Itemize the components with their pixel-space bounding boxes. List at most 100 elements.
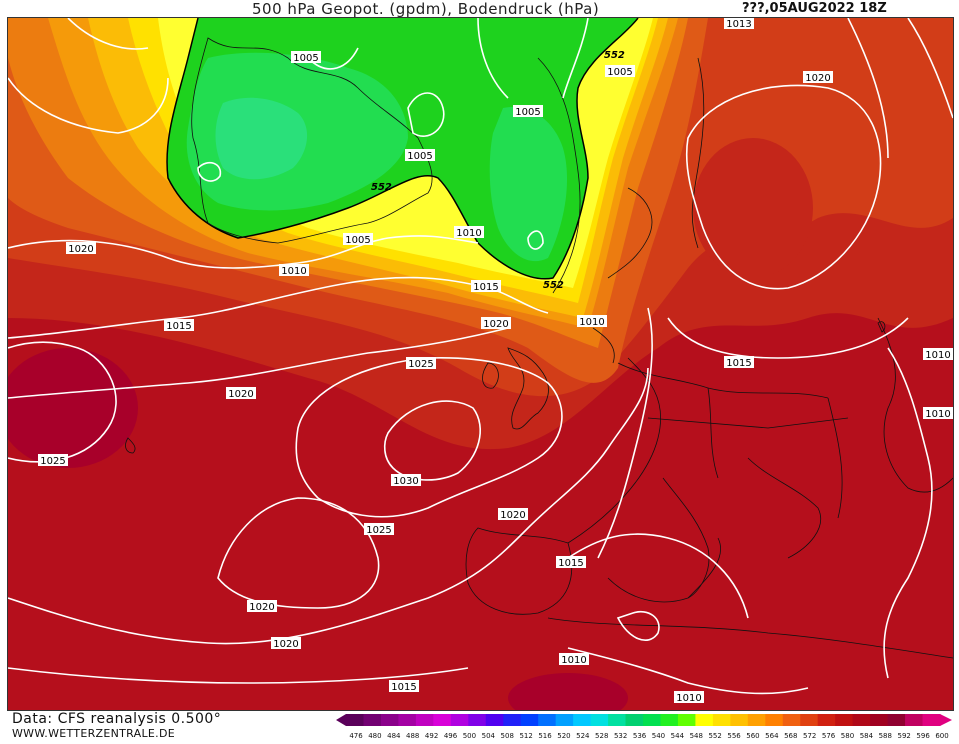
svg-text:1010: 1010 (456, 228, 481, 239)
svg-text:1020: 1020 (68, 244, 93, 255)
svg-text:1020: 1020 (273, 639, 298, 650)
legend-tick-label: 508 (501, 732, 514, 740)
legend-tick-label: 512 (519, 732, 532, 740)
svg-text:1030: 1030 (393, 476, 418, 487)
geopotential-label: 552 (543, 280, 564, 291)
isobar-label: 1015 (724, 356, 754, 369)
svg-text:1010: 1010 (579, 317, 604, 328)
svg-text:1020: 1020 (228, 389, 253, 400)
legend-swatch (520, 714, 539, 726)
svg-text:1025: 1025 (366, 525, 391, 536)
data-source-text: Data: CFS reanalysis 0.500° (12, 711, 222, 727)
legend-swatch (712, 714, 731, 726)
svg-text:1025: 1025 (40, 456, 65, 467)
legend-tick-label: 536 (633, 732, 647, 740)
legend-swatch (503, 714, 522, 726)
contour-552 (166, 18, 639, 280)
legend-tick-label: 568 (784, 732, 797, 740)
isobar-label: 1010 (923, 348, 953, 361)
legend-right-arrow (940, 714, 952, 726)
legend-swatch (346, 714, 364, 726)
legend-tick-label: 524 (576, 732, 590, 740)
svg-text:1020: 1020 (805, 73, 830, 84)
isobar-label: 1010 (674, 691, 704, 704)
legend-swatch (922, 714, 941, 726)
svg-text:1013: 1013 (726, 19, 751, 30)
svg-text:1015: 1015 (558, 558, 583, 569)
isobar-label: 1010 (559, 653, 589, 666)
legend-tick-label: 476 (349, 732, 363, 740)
svg-text:1015: 1015 (473, 282, 498, 293)
svg-text:1020: 1020 (500, 510, 525, 521)
legend-tick-label: 596 (916, 732, 930, 740)
isobar-label: 1015 (389, 680, 419, 693)
legend-tick-label: 496 (444, 732, 458, 740)
legend-swatch (870, 714, 889, 726)
legend-tick-label: 556 (727, 732, 741, 740)
legend-tick-label: 544 (671, 732, 685, 740)
legend-swatch (415, 714, 434, 726)
legend-tick-label: 540 (652, 732, 665, 740)
svg-text:1005: 1005 (345, 235, 370, 246)
geopotential-labels: 552 552 552 (371, 50, 625, 291)
legend-swatch (625, 714, 644, 726)
legend-swatch (660, 714, 679, 726)
geopotential-label: 552 (371, 182, 392, 193)
isobar-label: 1020 (481, 317, 511, 330)
legend-tick-label: 488 (406, 732, 419, 740)
isobar-label: 1030 (391, 474, 421, 487)
legend-tick-label: 516 (538, 732, 552, 740)
legend-swatch (817, 714, 836, 726)
legend-tick-label: 588 (879, 732, 892, 740)
trough-548-east (489, 107, 568, 262)
map-title: 500 hPa Geopot. (gpdm), Bodendruck (hPa) (252, 0, 600, 18)
isobar-label: 1005 (605, 65, 635, 78)
trough-544 (215, 97, 308, 180)
legend-swatch (677, 714, 696, 726)
svg-text:1010: 1010 (561, 655, 586, 666)
color-legend: 476 480 484 488 492 496 500 504 508 512 516 520 524 5… (334, 712, 956, 740)
legend-tick-label: 484 (387, 732, 401, 740)
isobar-label: 1020 (271, 637, 301, 650)
isobar-label: 1010 (923, 407, 953, 420)
map-canvas: 1005 1005 1005 1005 1005 1010 1010 1010 1010 1010… (8, 18, 953, 710)
legend-swatch (485, 714, 504, 726)
legend-tick-label: 520 (557, 732, 570, 740)
legend-tick-label: 592 (898, 732, 911, 740)
legend-tick-label: 492 (425, 732, 438, 740)
legend-swatch (800, 714, 819, 726)
svg-text:1005: 1005 (515, 107, 540, 118)
legend-swatch (765, 714, 784, 726)
svg-text:1015: 1015 (726, 358, 751, 369)
legend-tick-label: 552 (708, 732, 721, 740)
legend-tick-label: 528 (595, 732, 608, 740)
legend-swatch (643, 714, 661, 726)
isobar-label: 1005 (513, 105, 543, 118)
website-text: WWW.WETTERZENTRALE.DE (12, 727, 175, 740)
legend-tick-label: 572 (803, 732, 816, 740)
svg-text:1020: 1020 (249, 602, 274, 613)
isobar-label: 1015 (164, 319, 194, 332)
legend-swatch (852, 714, 871, 726)
map-date: ???,05AUG2022 18Z (742, 1, 887, 16)
isobar-label: 1013 (724, 18, 754, 30)
legend-tick-label: 576 (822, 732, 836, 740)
legend-swatch (835, 714, 854, 726)
isobar-label: 1020 (66, 242, 96, 255)
legend-swatch (468, 714, 487, 726)
legend-swatch (363, 714, 382, 726)
svg-text:1010: 1010 (281, 266, 306, 277)
legend-swatch (573, 714, 592, 726)
svg-text:1015: 1015 (166, 321, 191, 332)
isobar-label: 1025 (406, 357, 436, 370)
geopotential-label: 552 (604, 50, 625, 61)
isobar-label: 1020 (803, 71, 833, 84)
legend-tick-label: 548 (690, 732, 703, 740)
legend-swatch (747, 714, 766, 726)
isobar-label: 1010 (279, 264, 309, 277)
svg-text:1005: 1005 (407, 151, 432, 162)
isobar-label: 1010 (577, 315, 607, 328)
legend-swatch (782, 714, 801, 726)
legend-swatch (538, 714, 557, 726)
legend-tick-label: 480 (368, 732, 381, 740)
